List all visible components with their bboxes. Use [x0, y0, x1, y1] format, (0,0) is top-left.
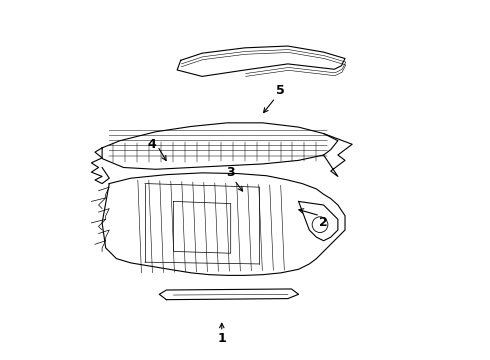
- Text: 1: 1: [218, 333, 226, 346]
- Text: 2: 2: [319, 216, 328, 229]
- Polygon shape: [159, 289, 298, 300]
- Text: 3: 3: [226, 166, 235, 179]
- Polygon shape: [298, 202, 338, 241]
- Polygon shape: [177, 46, 345, 76]
- Polygon shape: [102, 123, 338, 169]
- Polygon shape: [323, 134, 352, 176]
- Text: 5: 5: [276, 84, 285, 97]
- Text: 4: 4: [148, 138, 156, 151]
- Circle shape: [312, 217, 328, 233]
- Polygon shape: [102, 173, 345, 275]
